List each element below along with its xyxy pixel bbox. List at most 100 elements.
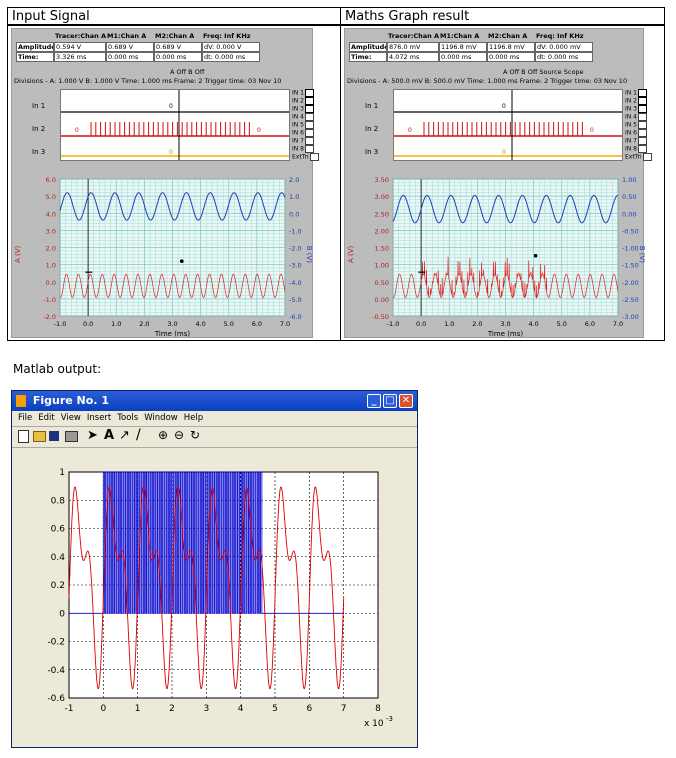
matlab-title-bar[interactable]: Figure No. 1 _ □ ✕ [12, 391, 417, 411]
x-tick: 7.0 [280, 320, 290, 328]
maximize-button[interactable]: □ [383, 394, 397, 408]
analog-plot: 3.50 3.00 2.50 2.00 1.50 1.00 0.50 0.00 -0.50 1.0… [345, 171, 645, 346]
legend-item[interactable]: IN 6 [292, 129, 312, 137]
time-value: 4.072 ms [387, 52, 439, 62]
legend-item[interactable]: IN 1 [292, 89, 312, 97]
menu-tools[interactable]: Tools [117, 413, 138, 423]
legend-checkbox[interactable] [310, 153, 319, 161]
menu-help[interactable]: Help [184, 413, 203, 423]
legend-item[interactable]: IN 6 [625, 129, 645, 137]
y-tick-right: -3.0 [289, 262, 302, 270]
legend-checkbox[interactable] [643, 153, 652, 161]
line-icon[interactable]: / [136, 427, 141, 443]
right-panel: Tracer:Chan A M1:Chan A M2:Chan A Freq: Inf… [340, 25, 665, 341]
legend-checkbox[interactable] [638, 105, 647, 113]
x-tick: 2 [169, 704, 175, 714]
table-header: Freq: Inf KHz [535, 32, 593, 42]
x-tick: -1 [65, 704, 74, 714]
new-icon[interactable] [18, 430, 29, 443]
legend-item[interactable]: IN 2 [625, 97, 645, 105]
legend-item[interactable]: IN 8 [625, 145, 645, 153]
y-tick-right: 0.0 [289, 210, 299, 218]
y-tick-right: -0.50 [622, 227, 639, 235]
arrow-icon[interactable]: ➤ [87, 428, 98, 443]
y-tick-left: 0.0 [46, 279, 56, 287]
legend-checkbox[interactable] [305, 113, 314, 121]
y-tick: 0.6 [51, 525, 66, 535]
x-tick: 5.0 [557, 320, 567, 328]
legend-item[interactable]: IN 8 [292, 145, 312, 153]
legend-checkbox[interactable] [638, 129, 647, 137]
time-value: dt: 0.000 ms [535, 52, 593, 62]
legend-label: IN 5 [292, 122, 304, 129]
legend-checkbox[interactable] [305, 137, 314, 145]
y-tick-right: -2.00 [622, 279, 639, 287]
legend-item[interactable]: IN 1 [625, 89, 645, 97]
y-tick-left: 3.0 [46, 227, 56, 235]
digital-channels: 0000 [60, 89, 290, 161]
legend-item[interactable]: IN 5 [292, 121, 312, 129]
y-tick-left: 1.00 [375, 262, 389, 270]
legend-item[interactable]: IN 3 [625, 105, 645, 113]
y-tick: -0.6 [47, 694, 65, 704]
x-tick: 6.0 [585, 320, 595, 328]
legend-item[interactable]: IN 4 [292, 113, 312, 121]
y-tick-left: 0.00 [375, 296, 389, 304]
in-label: In 1 [32, 102, 45, 110]
menu-file[interactable]: File [18, 413, 32, 423]
arrow-line-icon[interactable]: ↗ [119, 428, 130, 443]
y-tick-right: -2.50 [622, 296, 639, 304]
legend-checkbox[interactable] [305, 97, 314, 105]
legend-checkbox[interactable] [638, 97, 647, 105]
rotate-icon[interactable]: ↻ [190, 428, 200, 442]
legend-item[interactable]: IN 2 [292, 97, 312, 105]
x-tick: 4.0 [528, 320, 538, 328]
legend-checkbox[interactable] [305, 105, 314, 113]
print-icon[interactable] [65, 431, 78, 442]
menu-view[interactable]: View [61, 413, 81, 423]
legend-checkbox[interactable] [638, 89, 647, 97]
readout-table: Tracer:Chan A M1:Chan A M2:Chan A Freq: Inf… [349, 31, 589, 63]
y-tick-right: -5.0 [289, 296, 302, 304]
legend-item[interactable]: ExtTri [625, 153, 645, 161]
legend-label: IN 1 [625, 90, 637, 97]
legend-checkbox[interactable] [305, 129, 314, 137]
legend-item[interactable]: IN 5 [625, 121, 645, 129]
legend-checkbox[interactable] [305, 89, 314, 97]
save-icon[interactable] [49, 431, 59, 441]
y-tick-left: 5.0 [46, 193, 56, 201]
y-tick-right: 2.0 [289, 176, 299, 184]
zoom-in-icon[interactable]: ⊕ [158, 428, 168, 442]
x-axis-label: Time (ms) [487, 330, 524, 338]
minimize-button[interactable]: _ [367, 394, 381, 408]
menu-window[interactable]: Window [144, 413, 178, 423]
table-header: Freq: Inf KHz [202, 32, 260, 42]
y-tick-right: 1.0 [289, 193, 299, 201]
left-panel: Tracer:Chan A M1:Chan A M2:Chan A Freq: Inf… [7, 25, 341, 341]
close-button[interactable]: ✕ [399, 394, 413, 408]
legend-checkbox[interactable] [638, 113, 647, 121]
x-tick: -1.0 [54, 320, 67, 328]
svg-text:0: 0 [502, 149, 506, 156]
table-header: M1:Chan A [106, 32, 154, 42]
menu-edit[interactable]: Edit [38, 413, 54, 423]
legend-item[interactable]: IN 3 [292, 105, 312, 113]
legend-item[interactable]: IN 4 [625, 113, 645, 121]
amplitude-value: 1196.8 mV [487, 42, 535, 52]
y-axis-label-left: A (V) [347, 245, 355, 263]
y-tick-left: 3.00 [375, 193, 389, 201]
legend-checkbox[interactable] [638, 137, 647, 145]
legend-checkbox[interactable] [638, 121, 647, 129]
zoom-out-icon[interactable]: ⊖ [174, 428, 184, 442]
legend-checkbox[interactable] [305, 121, 314, 129]
menu-insert[interactable]: Insert [87, 413, 111, 423]
y-tick-right: -4.0 [289, 279, 302, 287]
y-tick-right: -3.00 [622, 313, 639, 321]
legend-checkbox[interactable] [638, 145, 647, 153]
open-icon[interactable] [33, 431, 46, 442]
legend-item[interactable]: IN 7 [625, 137, 645, 145]
legend-item[interactable]: IN 7 [292, 137, 312, 145]
legend-checkbox[interactable] [305, 145, 314, 153]
text-icon[interactable]: A [104, 428, 114, 443]
legend-item[interactable]: ExtTri [292, 153, 312, 161]
